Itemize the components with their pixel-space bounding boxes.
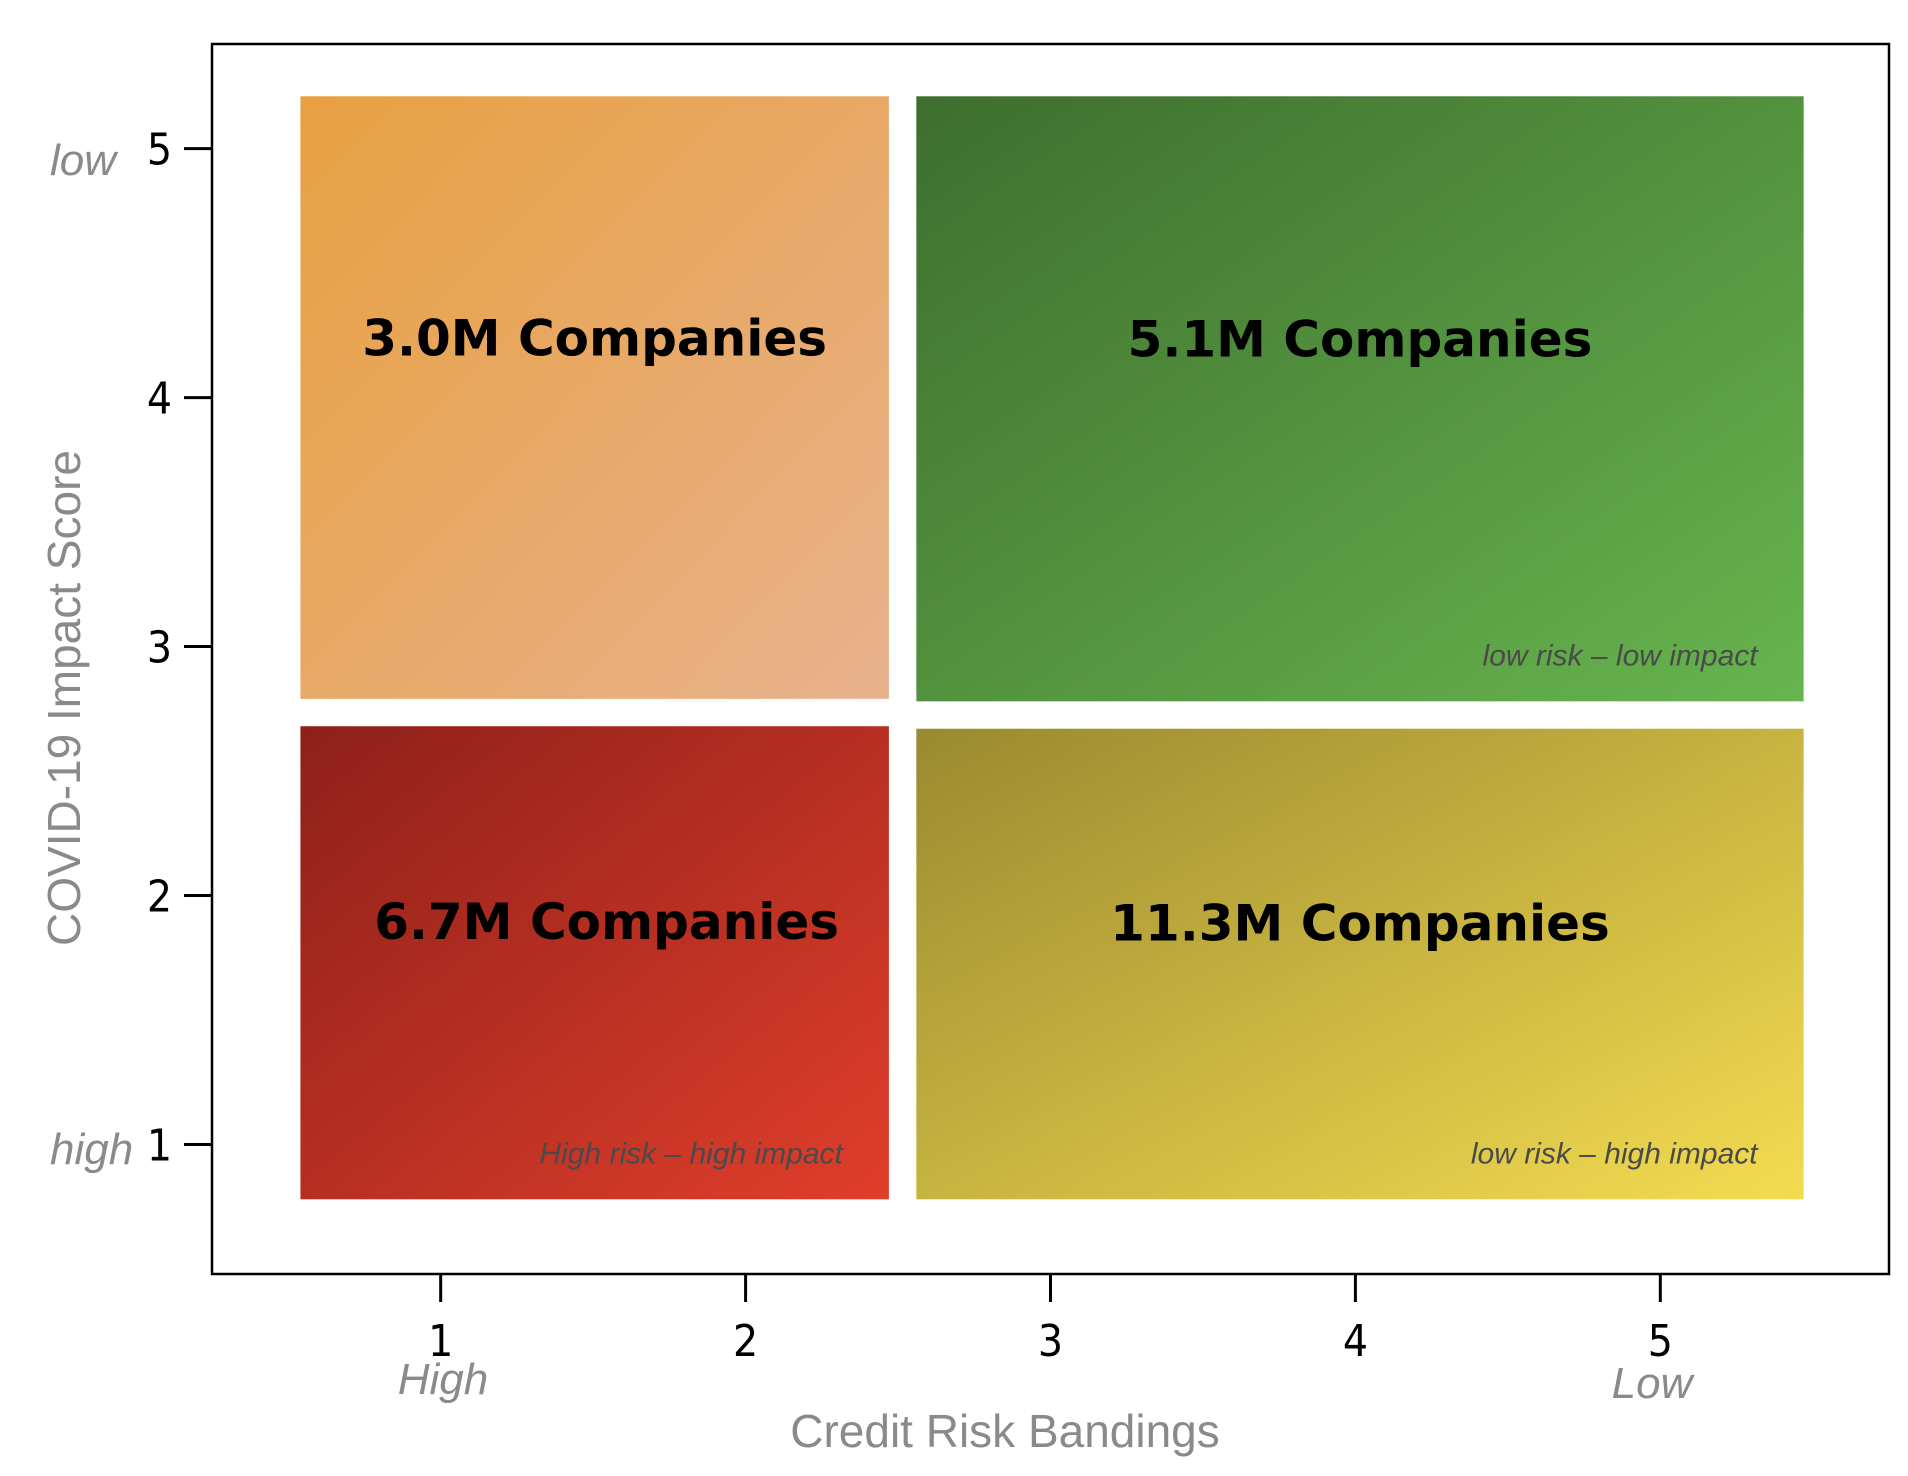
y-tick-label: 5	[147, 125, 172, 176]
y-axis-title: COVID-19 Impact Score	[38, 450, 90, 946]
quadrant-count-label: 3.0M Companies	[362, 309, 827, 367]
quadrant-risk-note: low risk – low impact	[1483, 639, 1760, 672]
quadrant-layer: 3.0M Companies 5.1M Companies low risk – l…	[300, 96, 1804, 1200]
x-tick-label: 3	[1038, 1316, 1063, 1367]
quadrant-count-label: 6.7M Companies	[374, 893, 839, 951]
quadrant-risk-note: High risk – high impact	[539, 1137, 844, 1170]
y-end-label-low: low	[50, 136, 119, 185]
quadrant-bottom-left	[300, 726, 889, 1200]
y-tick-label: 2	[147, 872, 172, 923]
quadrant-top-left	[300, 96, 889, 699]
quadrant-count-label: 11.3M Companies	[1110, 894, 1610, 952]
y-tick-label: 3	[147, 623, 172, 674]
x-tick-label: 4	[1343, 1316, 1368, 1367]
x-tick-label: 5	[1648, 1316, 1673, 1367]
x-axis-title: Credit Risk Bandings	[790, 1405, 1220, 1457]
x-tick-label: 2	[733, 1316, 758, 1367]
x-end-label-high: High	[398, 1355, 489, 1404]
quadrant-bottom-right	[916, 728, 1804, 1200]
x-tick-label: 1	[428, 1316, 453, 1367]
quadrant-risk-note: low risk – high impact	[1471, 1137, 1759, 1170]
quadrant-count-label: 5.1M Companies	[1128, 310, 1593, 368]
y-tick-label: 4	[147, 374, 172, 425]
x-axis: 1 2 3 4 5	[428, 1274, 1673, 1367]
y-axis: 1 2 3 4 5	[147, 125, 212, 1172]
y-tick-label: 1	[147, 1121, 172, 1172]
y-end-label-high: high	[50, 1125, 133, 1174]
x-end-label-low: Low	[1612, 1359, 1696, 1408]
quadrant-top-right	[916, 96, 1804, 702]
